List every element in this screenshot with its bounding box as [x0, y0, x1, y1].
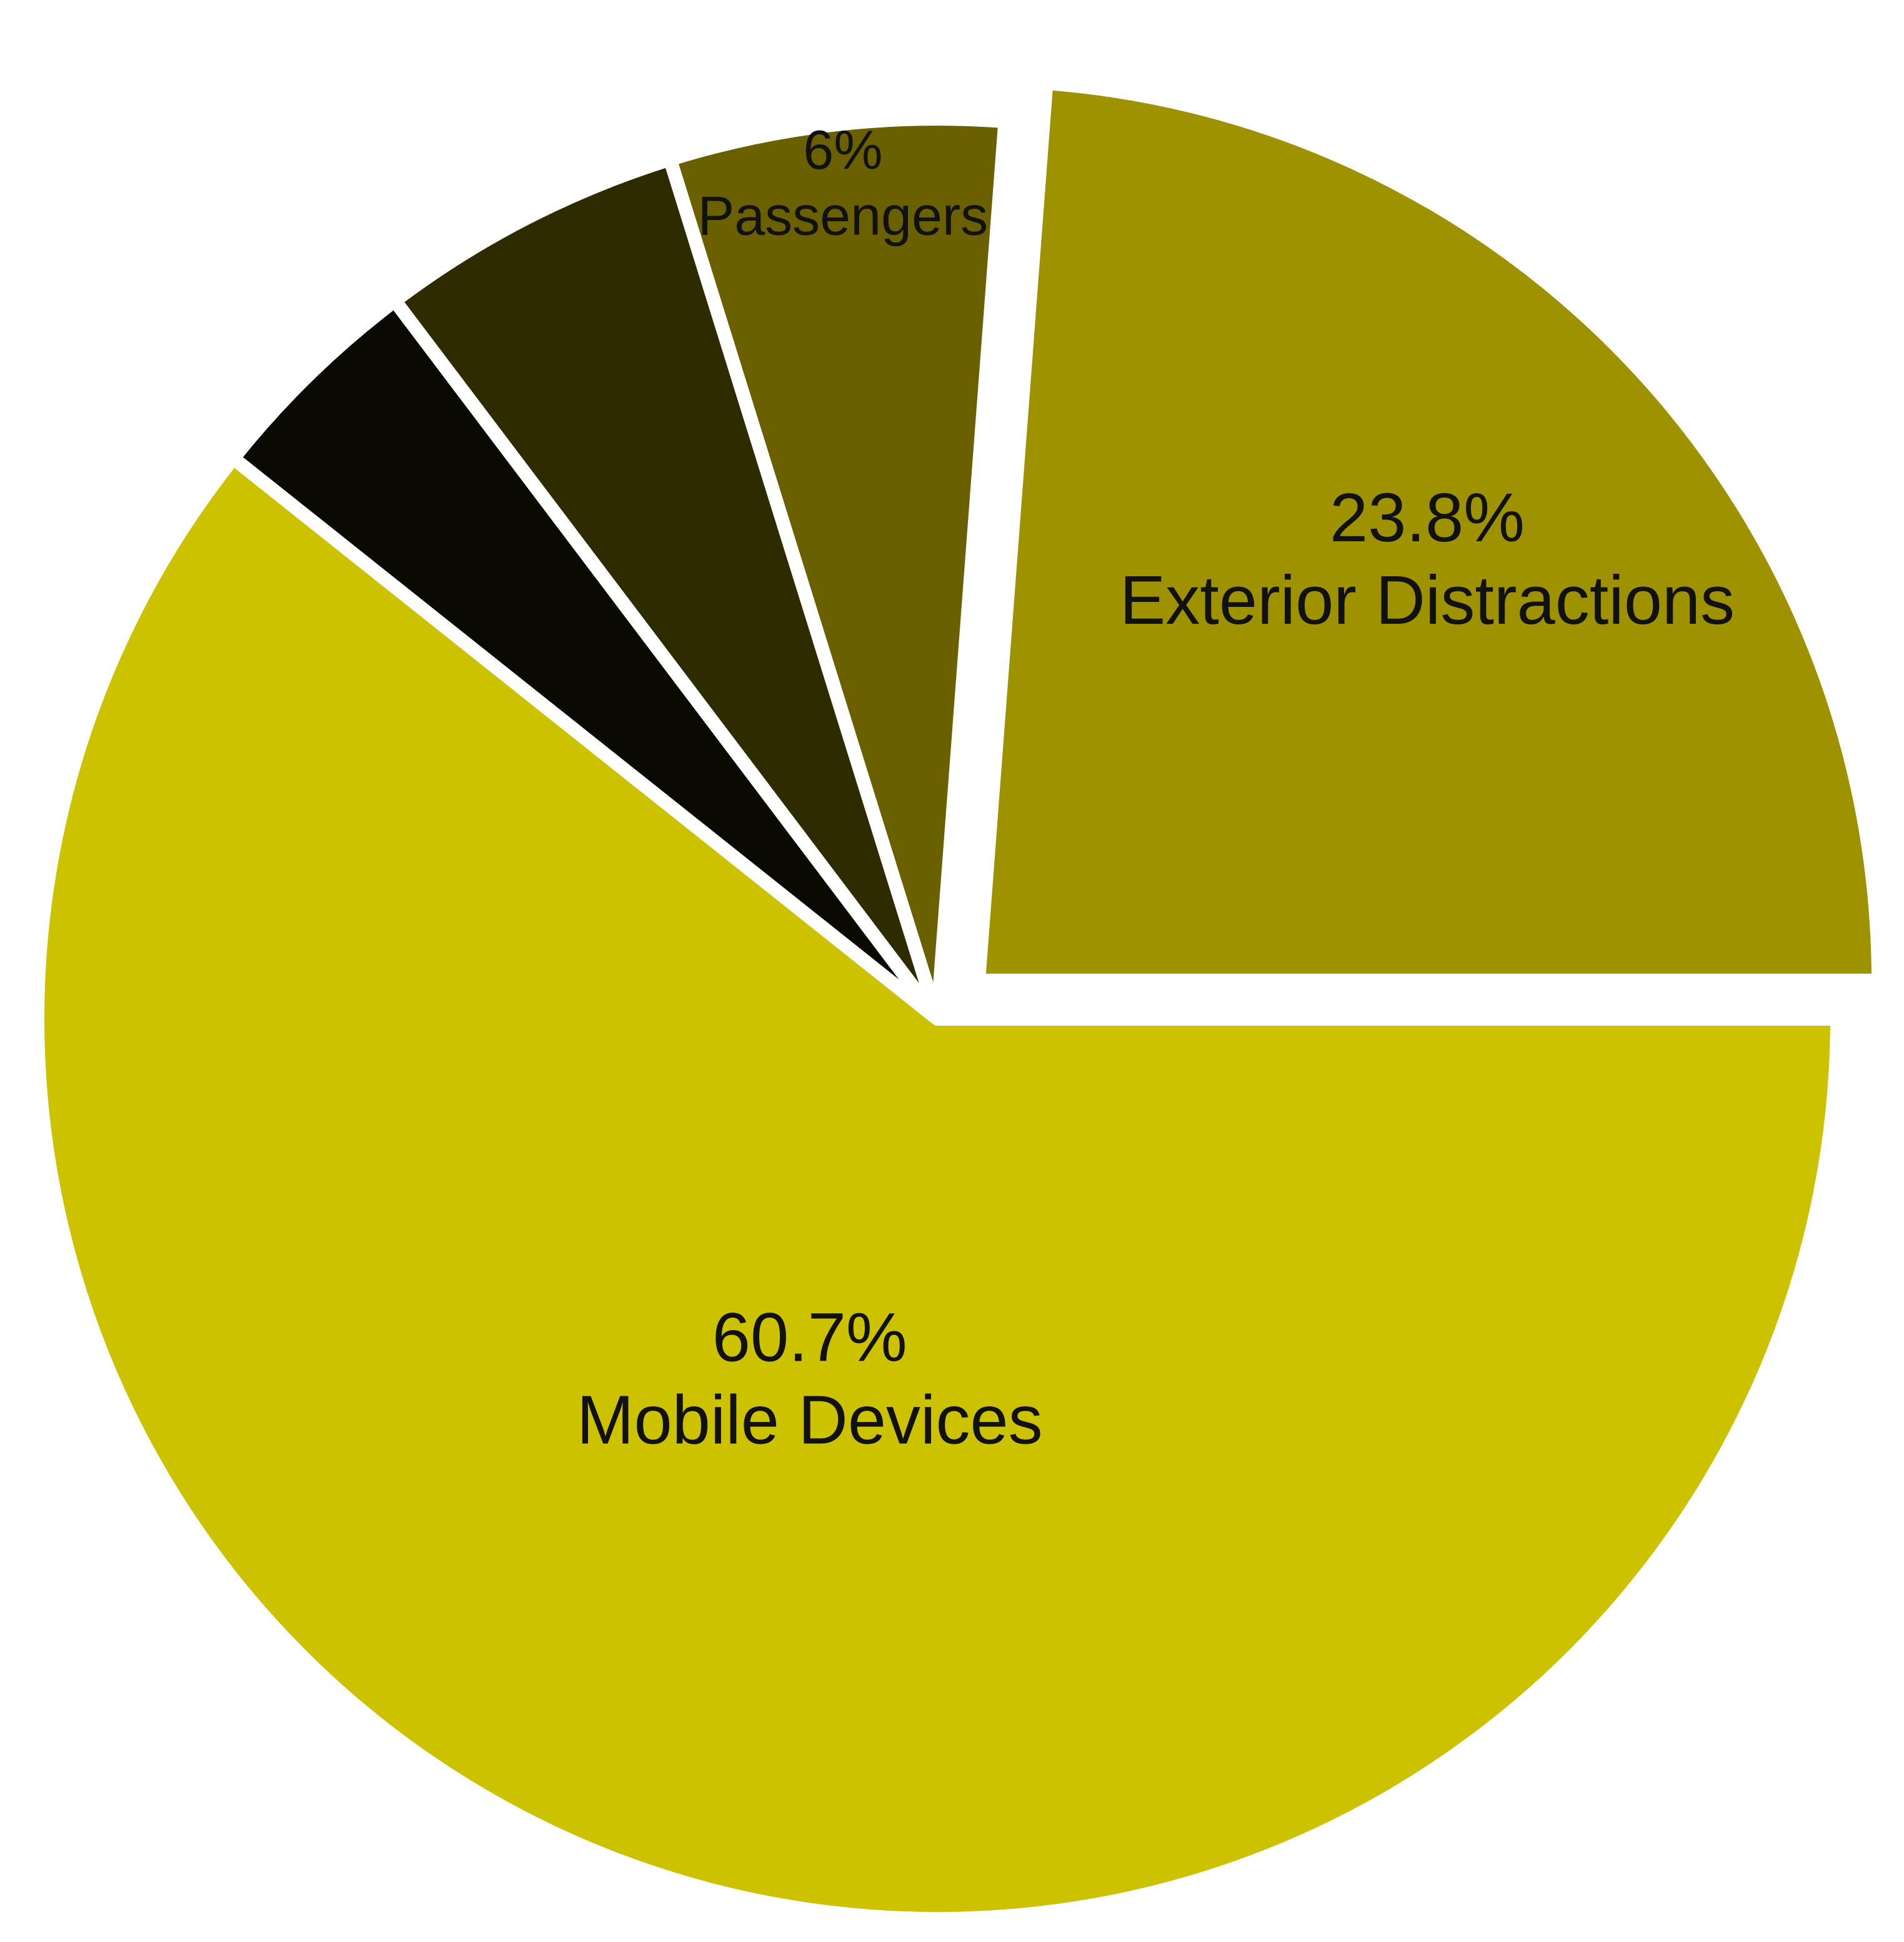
data-label: 6%	[803, 119, 882, 181]
pie-slice	[387, 152, 944, 1026]
data-label: 60.7%	[712, 1299, 907, 1376]
pie-slice	[971, 76, 1885, 988]
category-label: Exterior Distractions	[1120, 562, 1735, 639]
data-label: 23.8%	[1330, 479, 1525, 556]
category-label: Passengers	[698, 184, 989, 246]
category-label: Mobile Devices	[577, 1382, 1043, 1459]
pie-slice	[226, 294, 944, 1026]
pie-slice	[663, 112, 1012, 1026]
pie-slice	[31, 451, 1844, 1926]
